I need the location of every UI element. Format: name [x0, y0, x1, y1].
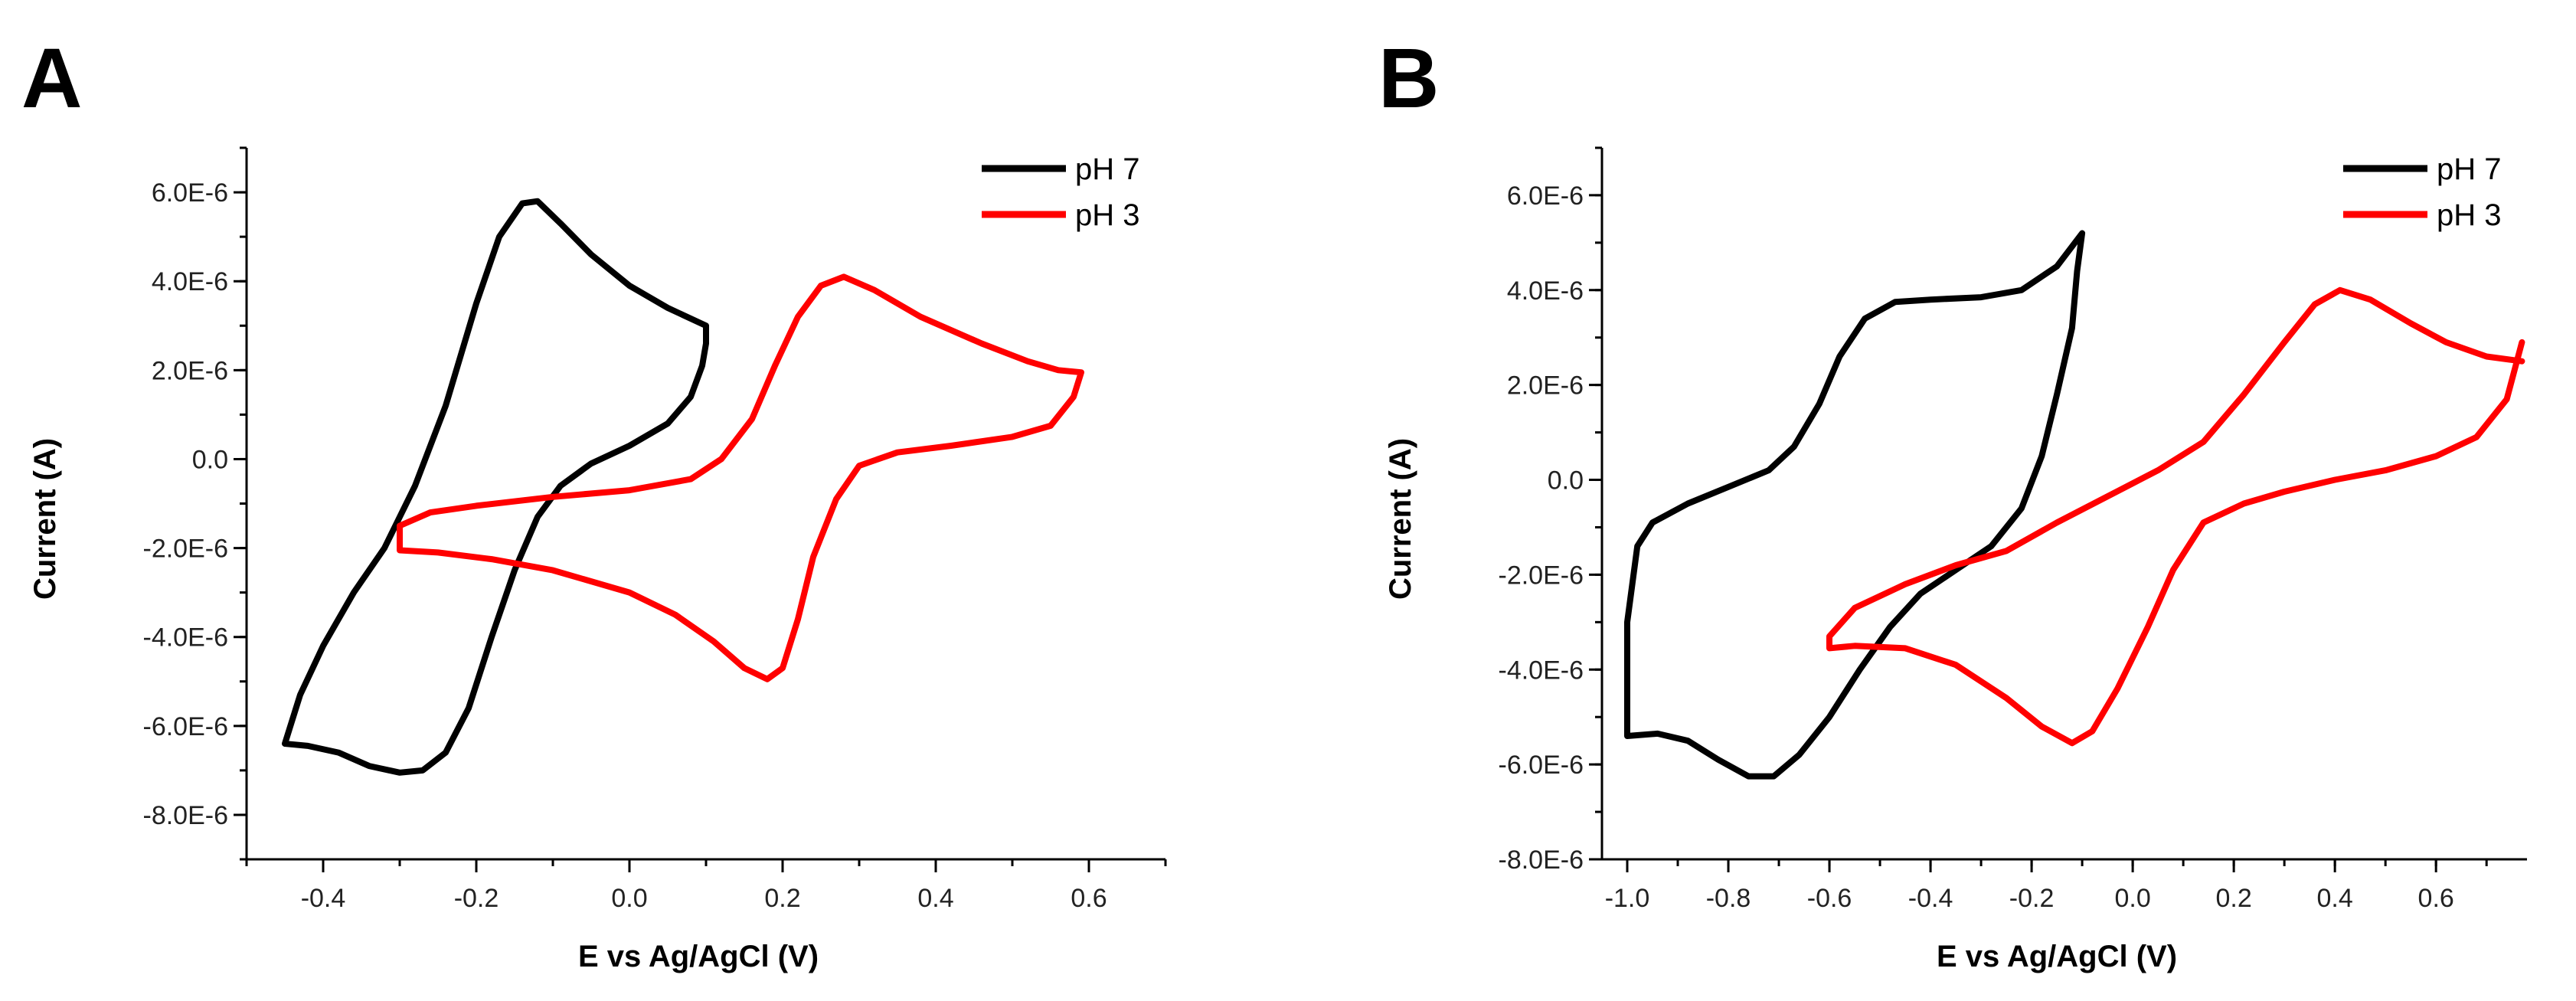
panelb-y-tick-label: 4.0E-6	[1507, 276, 1584, 306]
panelb-series-ph3-line	[1826, 286, 2525, 747]
panela-x-tick-label: 0.6	[1071, 884, 1107, 913]
panel-label-a: A	[21, 31, 82, 126]
panelb-x-tick-label: -0.4	[1908, 884, 1953, 913]
panelb-x-tick-label: 0.2	[2216, 884, 2252, 913]
panelb-x-tick-label: -0.8	[1706, 884, 1751, 913]
panela-y-tick-label: -4.0E-6	[143, 623, 229, 653]
panela-y-tick-label: 6.0E-6	[152, 178, 228, 208]
panela-x-tick-label: 0.0	[611, 884, 647, 913]
panela-series-ph7-line	[282, 198, 709, 776]
panelb-y-tick-label: -8.0E-6	[1499, 846, 1584, 875]
panela-legend-label: pH 3	[1075, 198, 1140, 232]
chart-panel-a: -0.4 -0.2 0.0 0.2 0.4 0.6 6.0E-6 4.0E-6 2.0E-6 0.…	[28, 146, 1167, 973]
panelb-y-tick-label: 6.0E-6	[1507, 182, 1584, 211]
panelb-x-tick-label: -0.6	[1807, 884, 1852, 913]
chart-panel-b: -1.0 -0.8 -0.6 -0.4 -0.2 0.0 0.2 0.4 0.6 6.0E-6 4.…	[1384, 146, 2527, 973]
panelb-x-tick-label: -1.0	[1605, 884, 1650, 913]
panela-x-tick-label: 0.4	[917, 884, 953, 913]
panelb-legend-label: pH 3	[2437, 198, 2502, 232]
panela-x-tick-label: 0.2	[764, 884, 800, 913]
panela-series-ph3-line	[397, 273, 1084, 682]
panela-x-tick-label: -0.4	[301, 884, 346, 913]
panelb-legend-label: pH 7	[2437, 152, 2502, 186]
panela-y-tick-label: -6.0E-6	[143, 712, 229, 741]
panelb-series-ph7-line	[1624, 230, 2086, 780]
panelb-x-tick-label: 0.4	[2317, 884, 2353, 913]
panela-y-tick-label: -8.0E-6	[143, 801, 229, 830]
panela-y-tick-label: 2.0E-6	[152, 356, 228, 385]
panela-y-tick-label: -2.0E-6	[143, 535, 229, 564]
panelb-x-axis-title: E vs Ag/AgCl (V)	[1937, 940, 2177, 973]
panela-y-axis-title: Current (A)	[28, 438, 62, 600]
panel-label-b: B	[1378, 31, 1439, 126]
panela-legend-label: pH 7	[1075, 152, 1140, 186]
panela-y-tick-label: 0.0	[192, 445, 228, 474]
panelb-x-tick-label: -0.2	[2009, 884, 2055, 913]
panelb-x-tick-label: 0.0	[2114, 884, 2150, 913]
panela-x-axis-title: E vs Ag/AgCl (V)	[578, 940, 819, 973]
panelb-y-tick-label: -4.0E-6	[1499, 656, 1584, 685]
panelb-y-tick-label: 0.0	[1548, 466, 1584, 496]
panelb-y-tick-label: -6.0E-6	[1499, 751, 1584, 780]
panelb-x-tick-label: 0.6	[2418, 884, 2454, 913]
panelb-y-tick-label: 2.0E-6	[1507, 371, 1584, 401]
panela-x-tick-label: -0.2	[454, 884, 499, 913]
panelb-y-axis-title: Current (A)	[1384, 438, 1417, 600]
panela-y-tick-label: 4.0E-6	[152, 267, 228, 296]
panelb-y-tick-label: -2.0E-6	[1499, 561, 1584, 590]
